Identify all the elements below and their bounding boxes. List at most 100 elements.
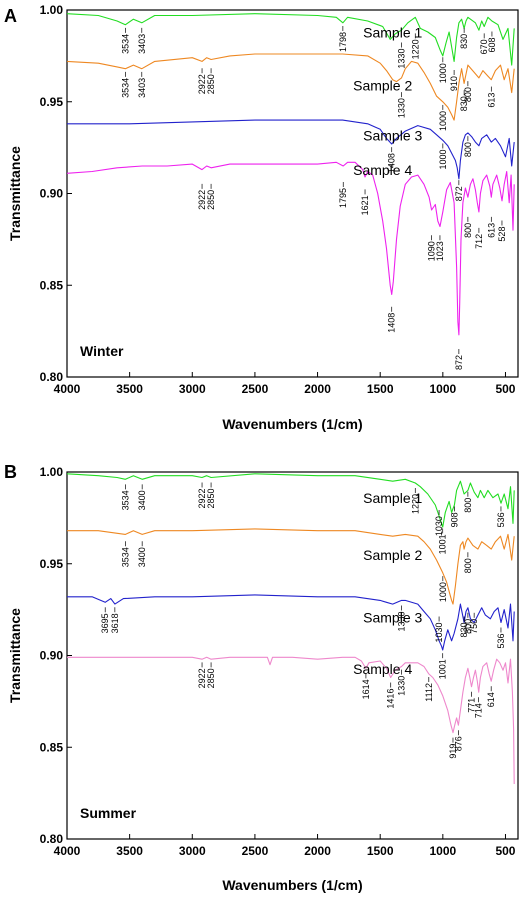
- peak-label: 1000: [438, 149, 448, 169]
- peak-label: 1330: [396, 49, 406, 69]
- y-tick-label: 0.80: [40, 832, 64, 846]
- peak-label: 771: [467, 698, 477, 713]
- x-tick-label: 2500: [242, 382, 269, 396]
- peak-label: 1330: [396, 676, 406, 696]
- peak-label: 1408: [387, 153, 397, 173]
- panel-letter: A: [4, 6, 17, 26]
- series-line-1: [66, 473, 515, 528]
- peak-label: 1000: [438, 111, 448, 131]
- peak-label: 3403: [137, 34, 147, 54]
- x-tick-label: 1000: [429, 844, 456, 858]
- x-tick-label: 1500: [367, 382, 394, 396]
- peak-label: 1795: [338, 188, 348, 208]
- x-tick-label: 2000: [304, 382, 331, 396]
- series-label: Sample 1: [363, 25, 422, 41]
- peak-label: 800: [463, 142, 473, 157]
- peak-label: 1408: [387, 313, 397, 333]
- peak-label: 1000: [438, 582, 448, 602]
- peak-label: 1330: [396, 611, 406, 631]
- series-label: Sample 4: [353, 661, 412, 677]
- panel-a: 4000 3500 3000 2500 2000 1500 1000 500 0.80 0.85 0…: [4, 3, 519, 432]
- peak-label: 608: [487, 38, 497, 53]
- x-tick-label: 500: [495, 382, 515, 396]
- peak-label: 910: [449, 76, 459, 91]
- peak-label: 800: [463, 498, 473, 513]
- peak-label: 830: [459, 34, 469, 49]
- x-tick-label: 1500: [367, 844, 394, 858]
- peak-label: 2850: [206, 668, 216, 688]
- peak-label: 2850: [206, 489, 216, 509]
- series-line-4: [66, 161, 515, 336]
- peak-label: 3534: [120, 547, 130, 567]
- x-tick-label: 3500: [116, 382, 143, 396]
- x-tick-label: 500: [495, 844, 515, 858]
- peak-label: 613: [486, 223, 496, 238]
- peak-label: 1614: [361, 679, 371, 699]
- series-line-1: [66, 13, 515, 66]
- y-tick-label: 0.90: [40, 649, 64, 663]
- series-line-3: [67, 594, 515, 651]
- peak-label: 1000: [438, 63, 448, 83]
- series-label: Sample 3: [363, 127, 422, 143]
- series-label: Sample 4: [353, 162, 412, 178]
- panel-b: 4000 3500 3000 2500 2000 1500 1000 500 0.80 0.85 0…: [4, 462, 519, 893]
- y-axis-label: Transmittance: [7, 146, 23, 241]
- peak-label: 1621: [360, 195, 370, 215]
- series-line-4: [67, 656, 515, 785]
- x-tick-label: 4000: [54, 844, 81, 858]
- peak-label: 2850: [206, 74, 216, 94]
- y-tick-label: 0.85: [40, 740, 64, 754]
- peak-label: 614: [486, 692, 496, 707]
- x-axis-label: Wavenumbers (1/cm): [222, 416, 362, 432]
- series-label: Sample 2: [363, 547, 422, 563]
- peak-label: 3534: [120, 78, 130, 98]
- peak-label: 1330: [396, 98, 406, 118]
- y-tick-label: 0.95: [40, 95, 64, 109]
- series-label: Sample 1: [363, 490, 422, 506]
- peak-label: 714: [474, 703, 484, 718]
- x-axis-label: Wavenumbers (1/cm): [222, 877, 362, 893]
- peak-label: 536: [496, 512, 506, 527]
- peak-label: 3400: [137, 547, 147, 567]
- y-axis-label: Transmittance: [7, 608, 23, 703]
- peak-label: 3534: [120, 34, 130, 54]
- peak-label: 1416: [386, 689, 396, 709]
- peak-label: 1030: [434, 516, 444, 536]
- season-annotation: Summer: [80, 805, 137, 821]
- peak-label: 528: [497, 227, 507, 242]
- x-tick-label: 3000: [179, 844, 206, 858]
- peak-label: 872: [454, 355, 464, 370]
- series-label: Sample 2: [353, 78, 412, 94]
- series-label: Sample 3: [363, 609, 422, 625]
- y-tick-label: 0.95: [40, 557, 64, 571]
- peak-label: 872: [454, 186, 464, 201]
- peak-label: 800: [463, 223, 473, 238]
- peak-label: 830: [459, 96, 469, 111]
- y-tick-label: 0.80: [40, 370, 64, 384]
- y-tick-label: 0.90: [40, 187, 64, 201]
- peak-label: 800: [463, 619, 473, 634]
- peak-label: 1798: [338, 32, 348, 52]
- peak-label: 2922: [197, 489, 207, 509]
- y-tick-label: 1.00: [40, 3, 64, 17]
- peak-label: 1001: [438, 534, 448, 554]
- panel-letter: B: [4, 462, 17, 482]
- series-line-3: [67, 119, 515, 180]
- y-tick-label: 0.85: [40, 278, 64, 292]
- peak-label: 1220: [410, 39, 420, 59]
- series-line-2: [66, 53, 515, 121]
- peak-label: 919: [448, 744, 458, 759]
- peak-label: 3400: [137, 490, 147, 510]
- x-tick-label: 2000: [304, 844, 331, 858]
- x-tick-label: 2500: [242, 844, 269, 858]
- peak-label: 536: [496, 633, 506, 648]
- peak-label: 908: [449, 512, 459, 527]
- peak-label: 3618: [110, 613, 120, 633]
- peak-label: 830: [459, 622, 469, 637]
- x-tick-label: 1000: [429, 382, 456, 396]
- peak-label: 1001: [438, 659, 448, 679]
- peak-label: 670: [479, 39, 489, 54]
- peak-label: 2922: [197, 74, 207, 94]
- peak-label: 613: [486, 93, 496, 108]
